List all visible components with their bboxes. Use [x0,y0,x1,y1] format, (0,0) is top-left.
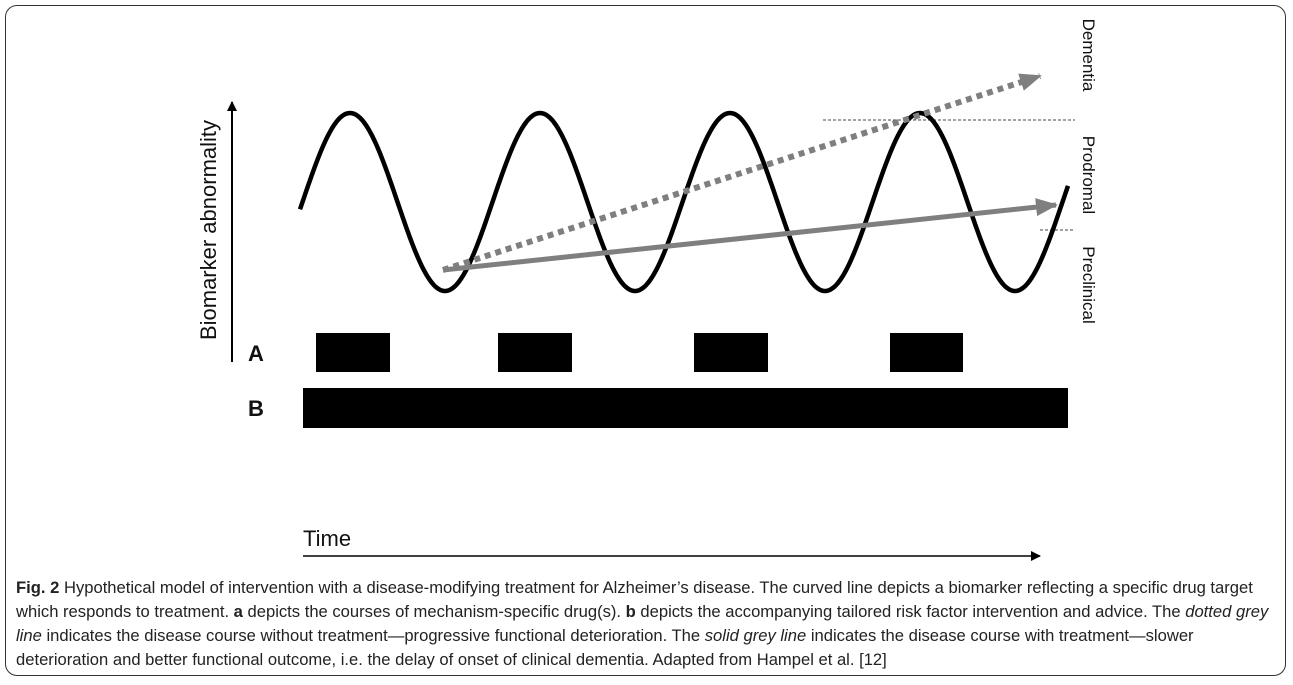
caption-emphasis: dotted grey line [16,602,1269,645]
drug-course [316,333,390,372]
stage-label: Dementia [1079,19,1098,92]
stage-label: Prodromal [1079,136,1098,214]
risk-intervention [303,388,1068,428]
treated-course [442,198,1058,273]
row-label: B [248,396,264,421]
caption-emphasis: solid grey line [704,626,807,645]
figure-frame [5,5,1286,676]
x-axis-label: Time [303,526,351,551]
drug-course [694,333,768,372]
caption: Fig. 2 Hypothetical model of interventio… [16,576,1278,672]
row-label: A [248,341,264,366]
figure: Biomarker abnormality Dementia Prodromal… [196,19,1098,561]
stage-label: Preclinical [1079,246,1098,323]
caption-text: indicates the disease course without tre… [41,626,705,645]
caption-text: indicates the disease course with treatm… [16,626,1194,669]
caption-text: Hypothetical model of intervention with … [16,578,1253,621]
drug-course [498,333,572,372]
caption-ref: b [625,602,636,621]
caption-ref: a [233,602,243,621]
y-axis-label: Biomarker abnormality [196,120,221,340]
biomarker-curve [297,110,1071,294]
drug-course [890,333,963,372]
caption-label: Fig. 2 [16,578,60,597]
caption-text: depicts the accompanying tailored risk f… [635,602,1186,621]
caption-text: depicts the courses of mechanism-specifi… [242,602,626,621]
untreated-course [442,73,1042,273]
